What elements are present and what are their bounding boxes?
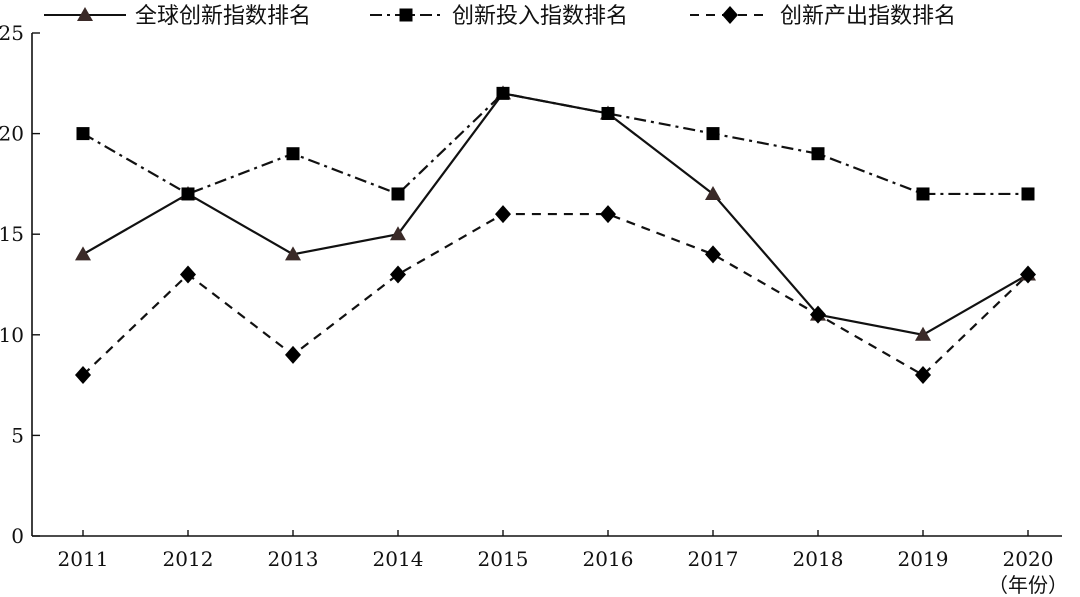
x-tick-label: 2012 [163, 547, 214, 571]
series-line-3 [82, 212, 1029, 377]
series-2-point [916, 187, 930, 201]
series-3-point [75, 366, 91, 385]
chart-legend: 全球创新指数排名 创新投入指数排名 创新产出指数排名 [44, 4, 956, 29]
series-2-point [286, 147, 300, 161]
legend-marker [399, 8, 413, 22]
x-tick-label: 2019 [898, 547, 949, 571]
series-lines [82, 92, 1029, 377]
legend-label: 全球创新指数排名 [135, 4, 311, 29]
series-2-point [601, 106, 615, 120]
legend-marker [722, 6, 738, 24]
legend-label: 创新投入指数排名 [452, 4, 628, 29]
y-tick-label: 0 [11, 524, 24, 548]
series-1-point [915, 326, 931, 341]
series-2-point [391, 187, 405, 201]
y-tick-label: 5 [11, 423, 24, 447]
series-1-point [75, 246, 91, 261]
x-tick-label: 2016 [583, 547, 634, 571]
series-2-point [811, 147, 825, 161]
x-tick-label: 2015 [478, 547, 529, 571]
series-2-point [496, 86, 510, 100]
series-3-point [810, 305, 826, 324]
series-3-point [495, 205, 511, 224]
series-3-point [915, 366, 931, 385]
y-tick-label: 15 [0, 222, 24, 246]
x-tick-label: 2018 [793, 547, 844, 571]
legend-marker [77, 7, 93, 21]
series-line-2 [82, 92, 1028, 196]
y-tick-label: 25 [0, 21, 24, 45]
series-markers [75, 85, 1036, 385]
series-1-point [390, 226, 406, 241]
series-3-point [705, 245, 721, 264]
x-axis-ticks: 2011 2012 2013 2014 2015 2016 2017 2018 2019 2020 [58, 530, 1054, 571]
legend-label: 创新产出指数排名 [780, 4, 956, 29]
series-2-point [706, 127, 720, 141]
x-tick-label: 2011 [58, 547, 109, 571]
series-1-point [705, 185, 721, 200]
series-3-point [1020, 265, 1036, 284]
chart-axes [31, 33, 1062, 537]
series-1-point [285, 246, 301, 261]
series-3-point [390, 265, 406, 284]
y-axis-ticks: 0 5 10 15 20 25 [0, 21, 40, 548]
x-tick-label: 2017 [688, 547, 739, 571]
series-3-point [600, 205, 616, 224]
series-2-point [76, 127, 90, 141]
x-tick-label: 2020 [1003, 547, 1054, 571]
x-axis-unit-label: （年份） [988, 573, 1068, 597]
x-tick-label: 2014 [373, 547, 424, 571]
series-2-point [1021, 187, 1035, 201]
y-tick-label: 10 [0, 323, 24, 347]
y-tick-label: 20 [0, 122, 24, 146]
series-2-point [181, 187, 195, 201]
series-3-point [285, 345, 301, 364]
series-3-point [180, 265, 196, 284]
x-tick-label: 2013 [268, 547, 319, 571]
